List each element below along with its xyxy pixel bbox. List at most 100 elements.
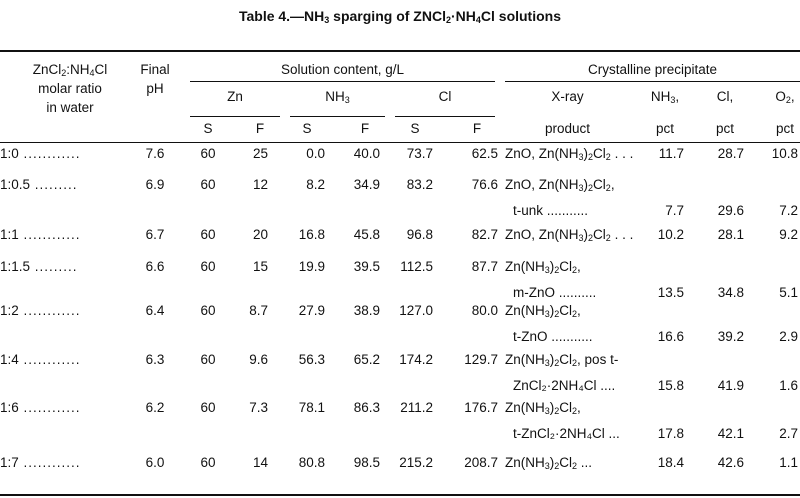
header-cl-f: F [472, 121, 482, 136]
cell-zn-s: 60 [200, 259, 216, 274]
cell-zn-f: 25 [252, 146, 268, 161]
cell-nh3-pct: 18.4 [657, 455, 684, 470]
cell-xray-product: ZnO, Zn(NH3)2Cl2, [505, 177, 615, 193]
header-nh3-f: F [360, 121, 370, 136]
cell-zn-f: 12 [252, 177, 268, 192]
cell-xray-product: ZnO, Zn(NH3)2Cl2 . . . [505, 146, 634, 162]
cell-nh3-s: 80.8 [298, 455, 325, 470]
cell-nh3-f: 34.9 [353, 177, 380, 192]
cell-cl-s: 215.2 [399, 455, 433, 470]
cell-xray-product: ZnO, Zn(NH3)2Cl2 . . . [505, 227, 634, 243]
cell-nh3-s: 27.9 [298, 303, 325, 318]
cell-zn-f: 14 [252, 455, 268, 470]
cell-o2-pct: 10.8 [771, 146, 798, 161]
header-cl: Cl [438, 89, 452, 104]
cell-ratio: 1:7 ............ [0, 455, 81, 470]
cell-nh3-f: 45.8 [353, 227, 380, 242]
cell-ph: 6.6 [145, 259, 165, 274]
cell-ph: 6.2 [145, 400, 165, 415]
cell-cl-s: 96.8 [406, 227, 433, 242]
cell-zn-f: 15 [252, 259, 268, 274]
cell-nh3-s: 16.8 [298, 227, 325, 242]
table-title: Table 4.—NH3 sparging of ZNCl2·NH4Cl sol… [238, 8, 562, 25]
cell-xray-product: Zn(NH3)2Cl2, [505, 259, 581, 275]
cell-ratio: 1:4 ............ [0, 352, 81, 367]
header-nh3-pct: NH3, pct [650, 89, 680, 136]
cl-rule [395, 116, 495, 117]
header-cl-pct: Cl, pct [715, 89, 734, 136]
header-bottom-rule [0, 142, 800, 143]
cell-nh3-f: 98.5 [353, 455, 380, 470]
cell-cl-f: 76.6 [471, 177, 498, 192]
cell-xray-product: Zn(NH3)2Cl2, [505, 400, 581, 416]
cell-o2-pct: 7.2 [779, 203, 798, 218]
cell-cl-pct: 42.1 [717, 426, 744, 441]
cell-o2-pct: 1.1 [779, 455, 798, 470]
cell-o2-pct: 2.9 [779, 329, 798, 344]
cell-zn-s: 60 [200, 352, 216, 367]
cell-ratio: 1:0 ............ [0, 146, 81, 161]
cell-ph: 7.6 [145, 146, 165, 161]
cell-zn-s: 60 [200, 227, 216, 242]
cell-o2-pct: 5.1 [779, 285, 798, 300]
cell-nh3-f: 65.2 [353, 352, 380, 367]
cell-nh3-s: 78.1 [298, 400, 325, 415]
header-zn-s: S [203, 121, 213, 136]
cell-o2-pct: 2.7 [779, 426, 798, 441]
header-cl-s: S [410, 121, 420, 136]
cell-cl-s: 112.5 [400, 259, 433, 274]
header-ratio: ZnCl2:NH4Cl molar ratio in water [32, 62, 108, 115]
cell-cl-f: 129.7 [464, 352, 498, 367]
cell-cl-pct: 28.7 [717, 146, 744, 161]
cell-cl-pct: 42.6 [717, 455, 744, 470]
cell-cl-pct: 39.2 [717, 329, 744, 344]
cell-nh3-s: 19.9 [298, 259, 325, 274]
cell-cl-f: 208.7 [464, 455, 498, 470]
top-rule [0, 50, 800, 52]
cell-cl-s: 211.2 [400, 400, 433, 415]
cell-zn-s: 60 [200, 455, 216, 470]
cell-nh3-s: 56.3 [298, 352, 325, 367]
cell-zn-f: 8.7 [249, 303, 268, 318]
header-zn-f: F [255, 121, 265, 136]
cell-ratio: 1:2 ............ [0, 303, 81, 318]
cell-xray-product: Zn(NH3)2Cl2, [505, 303, 581, 319]
header-nh3: NH3 [325, 89, 350, 105]
cell-ph: 6.3 [145, 352, 165, 367]
cell-xray-product: Zn(NH3)2Cl2 ... [505, 455, 593, 471]
cell-nh3-pct: 13.5 [657, 285, 684, 300]
cell-zn-s: 60 [200, 146, 216, 161]
cell-nh3-pct: 7.7 [665, 203, 684, 218]
cell-cl-pct: 41.9 [717, 378, 744, 393]
cell-ratio: 1:6 ............ [0, 400, 81, 415]
zn-rule [190, 116, 280, 117]
cell-zn-f: 9.6 [249, 352, 268, 367]
cell-nh3-s: 0.0 [306, 146, 325, 161]
cell-zn-f: 7.3 [249, 400, 268, 415]
cell-nh3-pct: 11.7 [658, 146, 684, 161]
cell-o2-pct: 9.2 [779, 227, 798, 242]
crystalline-rule [505, 81, 800, 82]
cell-cl-f: 176.7 [464, 400, 498, 415]
cell-nh3-f: 86.3 [353, 400, 380, 415]
cell-xray-product-line2: t-ZnO ........... [513, 329, 593, 344]
cell-cl-s: 73.7 [406, 146, 433, 161]
cell-zn-s: 60 [200, 303, 216, 318]
cell-nh3-pct: 17.8 [657, 426, 684, 441]
header-solution-content: Solution content, g/L [280, 62, 405, 77]
cell-cl-f: 62.5 [471, 146, 498, 161]
cell-zn-s: 60 [200, 177, 216, 192]
header-zn: Zn [227, 89, 243, 104]
cell-cl-s: 127.0 [399, 303, 433, 318]
cell-ratio: 1:1 ............ [0, 227, 81, 242]
cell-cl-pct: 34.8 [717, 285, 744, 300]
cell-ratio: 1:0.5 ......... [0, 177, 78, 192]
cell-ph: 6.9 [145, 177, 165, 192]
cell-nh3-pct: 10.2 [657, 227, 684, 242]
header-crystalline: Crystalline precipitate [587, 62, 718, 77]
header-o2-pct: O2, pct [775, 89, 795, 136]
cell-cl-pct: 28.1 [717, 227, 744, 242]
solution-content-rule [190, 81, 495, 82]
cell-xray-product-line2: ZnCl₂·2NH₄Cl .... [513, 378, 616, 393]
header-nh3-s: S [302, 121, 312, 136]
